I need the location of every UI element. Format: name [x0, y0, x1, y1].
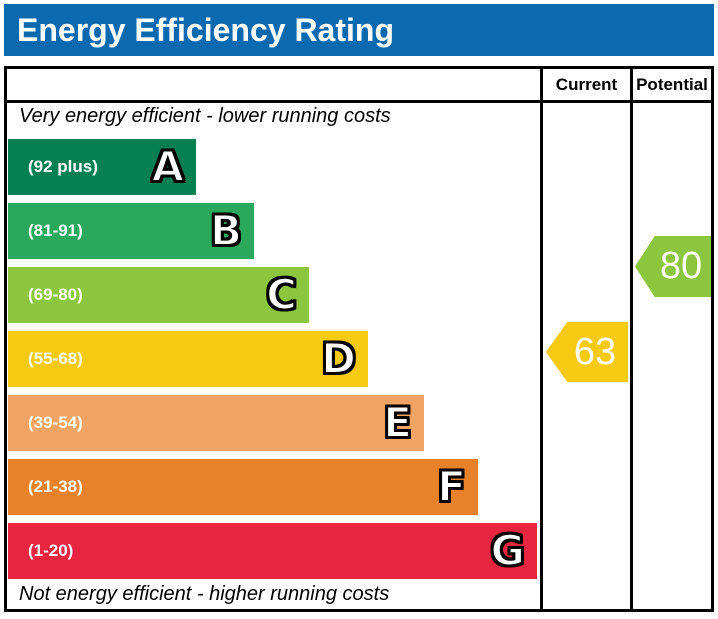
band-a-letter: A — [150, 142, 184, 191]
column-header-current: Current — [555, 74, 618, 94]
band-b-letter: B — [209, 206, 243, 255]
band-f: (21-38) F — [8, 459, 478, 515]
band-c-letter: C — [265, 270, 298, 319]
band-b: (81-91) B — [8, 203, 254, 259]
potential-rating-value: 80 — [659, 245, 703, 287]
band-a: (92 plus) A — [8, 139, 196, 195]
bottom-efficiency-note: Not energy efficient - higher running co… — [19, 583, 390, 605]
band-d-letter: D — [320, 334, 357, 383]
potential-rating-pointer: 80 — [635, 236, 711, 297]
current-rating-pointer: 63 — [546, 322, 628, 382]
column-header-potential: Potential — [636, 74, 708, 94]
band-c: (69-80) C — [8, 267, 309, 323]
band-g-range: (1-20) — [28, 541, 74, 560]
top-efficiency-note: Very energy efficient - lower running co… — [19, 105, 391, 127]
chart-title-bar: Energy Efficiency Rating — [4, 4, 714, 56]
band-d-range: (55-68) — [28, 349, 83, 368]
rating-table: Current Potential Very energy efficient … — [4, 66, 714, 612]
header-separator-line — [7, 100, 711, 103]
current-rating-value: 63 — [573, 330, 617, 373]
band-e-range: (39-54) — [28, 413, 83, 432]
potential-column-divider — [630, 69, 633, 609]
band-f-range: (21-38) — [28, 477, 83, 496]
band-c-range: (69-80) — [28, 285, 83, 304]
band-d: (55-68) D — [8, 331, 368, 387]
band-b-range: (81-91) — [28, 221, 83, 240]
current-column-divider — [540, 69, 543, 609]
band-a-range: (92 plus) — [28, 157, 98, 176]
band-e: (39-54) E — [8, 395, 424, 451]
band-g: (1-20) G — [8, 523, 537, 579]
band-g-letter: G — [490, 526, 527, 575]
chart-title: Energy Efficiency Rating — [17, 11, 394, 48]
band-f-letter: F — [436, 462, 467, 511]
band-e-letter: E — [382, 398, 413, 447]
